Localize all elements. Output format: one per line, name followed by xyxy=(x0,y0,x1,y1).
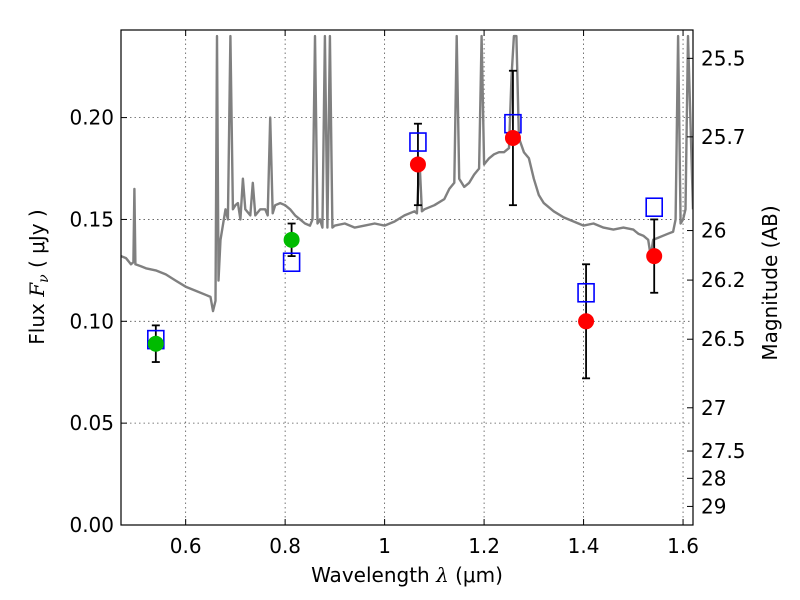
y-axis-title-sub: ν xyxy=(36,274,52,283)
y-axis-title-symbol: F xyxy=(25,282,49,298)
x-axis-title-unit: (μm) xyxy=(449,563,503,587)
model-fit-square xyxy=(282,252,301,273)
right-tick-label: 26.5 xyxy=(701,327,746,351)
y-axis-title-unit: ( μJy ) xyxy=(25,209,49,274)
right-tick-label: 27.5 xyxy=(701,439,746,463)
right-tick-label: 26.2 xyxy=(701,268,746,292)
x-axis-title-symbol: λ xyxy=(435,563,449,587)
x-tick-label: 1.2 xyxy=(468,534,500,558)
y-tick-label: 0.15 xyxy=(69,207,114,231)
observed-point-red xyxy=(578,313,595,330)
observed-point-green xyxy=(147,335,164,352)
y-axis-title-text: Flux xyxy=(25,297,49,345)
right-axis-title: Magnitude (AB) xyxy=(758,205,782,360)
x-tick-label: 1.6 xyxy=(667,534,699,558)
grid xyxy=(121,30,693,526)
observed-point-red xyxy=(409,156,426,173)
model-spectrum-line xyxy=(121,34,693,313)
right-tick-label: 29 xyxy=(701,494,726,518)
observed-point-green xyxy=(283,231,300,248)
x-tick-label: 1.4 xyxy=(568,534,600,558)
x-tick-label: 1 xyxy=(378,534,391,558)
model-fit-square xyxy=(409,132,427,152)
observed-markers xyxy=(147,129,663,352)
plot-frame xyxy=(120,29,694,526)
right-tick-label: 25.5 xyxy=(701,46,746,70)
x-tick-label: 0.8 xyxy=(269,534,301,558)
y-axis-title: Flux Fν ( μJy ) xyxy=(25,209,52,344)
observed-point-red xyxy=(646,248,663,265)
y-tick-label: 0.00 xyxy=(69,513,114,537)
y-tick-label: 0.20 xyxy=(69,106,114,130)
ticks: 0.6 0.8 1 1.2 1.4 1.6 0.00 0.05 0.10 0.15 0.20 25.5… xyxy=(69,30,746,558)
right-tick-label: 26 xyxy=(701,219,726,243)
x-axis-title-text: Wavelength xyxy=(311,563,436,587)
y-tick-label: 0.05 xyxy=(69,411,114,435)
x-tick-label: 0.6 xyxy=(170,534,202,558)
model-fit-square xyxy=(577,282,595,303)
model-spectrum-layer xyxy=(121,34,693,313)
right-tick-label: 27 xyxy=(701,396,726,420)
right-tick-label: 28 xyxy=(701,466,726,490)
y-tick-label: 0.10 xyxy=(69,309,114,333)
right-tick-label: 25.7 xyxy=(701,125,746,149)
model-fit-square xyxy=(645,197,664,218)
observed-point-red xyxy=(504,129,521,146)
x-axis-title: Wavelength λ (μm) xyxy=(311,563,503,587)
